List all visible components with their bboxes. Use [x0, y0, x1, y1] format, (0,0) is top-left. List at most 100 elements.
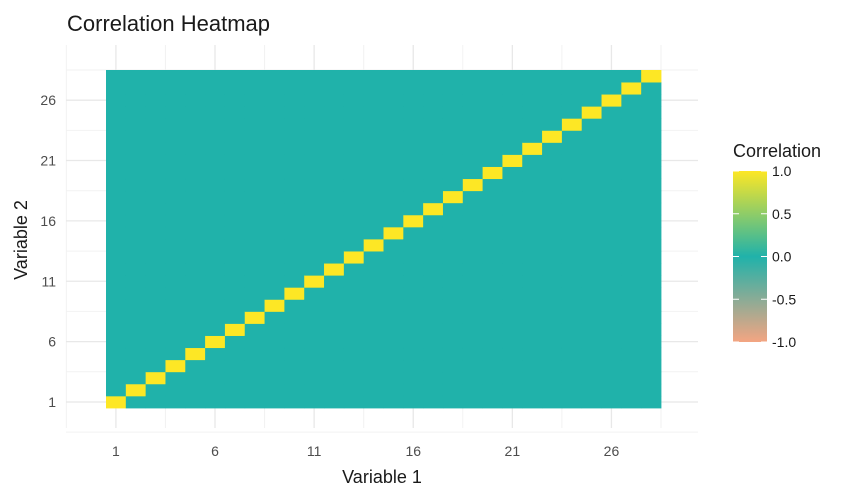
x-tick-label: 16 — [405, 443, 421, 459]
heatmap-cell — [324, 226, 345, 240]
heatmap-cell — [403, 239, 424, 252]
heatmap-cell — [185, 106, 206, 119]
heatmap-cell — [601, 263, 622, 276]
heatmap-cell — [561, 251, 583, 264]
heatmap-cell — [641, 275, 662, 288]
heatmap-cell — [324, 70, 345, 83]
x-axis-ticks: 1 6 11 16 21 26 — [112, 443, 619, 459]
heatmap-cell — [403, 166, 424, 180]
heatmap-cell — [363, 395, 384, 409]
heatmap-cell — [561, 371, 583, 385]
heatmap-cell — [522, 239, 543, 252]
heatmap-cell — [304, 263, 325, 276]
heatmap-cell — [561, 166, 583, 180]
heatmap-cell — [502, 347, 523, 361]
heatmap-cell — [601, 311, 622, 324]
heatmap-cell — [125, 166, 147, 180]
heatmap-cell — [145, 347, 166, 361]
heatmap-cell — [125, 154, 147, 167]
heatmap-cell — [522, 202, 543, 216]
heatmap-cell — [205, 239, 226, 252]
heatmap-cell — [185, 130, 206, 143]
heatmap-cell — [284, 383, 305, 397]
heatmap-cell — [442, 251, 464, 264]
heatmap-cell — [542, 190, 563, 204]
heatmap-cell-diagonal — [244, 311, 265, 324]
heatmap-cell — [224, 371, 246, 385]
heatmap-cell — [423, 82, 444, 95]
heatmap-cell — [502, 263, 523, 276]
x-tick-label: 21 — [505, 443, 521, 459]
heatmap-cell — [244, 118, 265, 131]
heatmap-cell — [106, 130, 127, 143]
heatmap-cell — [581, 130, 602, 143]
heatmap-cell — [284, 371, 305, 385]
heatmap-cell — [522, 371, 543, 385]
heatmap-cell-diagonal — [185, 347, 206, 361]
heatmap-cell — [581, 94, 602, 107]
heatmap-cell — [482, 311, 503, 324]
heatmap-cell — [542, 142, 563, 155]
heatmap-cell — [363, 347, 384, 361]
heatmap-cell — [284, 178, 305, 192]
heatmap-cell — [502, 166, 523, 180]
heatmap-cell — [185, 166, 206, 180]
heatmap-cell — [442, 347, 464, 361]
heatmap-cell — [462, 299, 484, 312]
heatmap-cell — [581, 371, 602, 385]
heatmap-cell — [224, 214, 246, 228]
heatmap-cell — [383, 335, 404, 349]
heatmap-cell — [244, 383, 265, 397]
heatmap-cell — [462, 94, 484, 107]
legend-labels: 1.0 0.5 0.0 -0.5 -1.0 — [733, 163, 796, 350]
heatmap-cell — [561, 190, 583, 204]
heatmap-cell — [224, 82, 246, 95]
heatmap-cell — [403, 359, 424, 373]
heatmap-cell-diagonal — [561, 118, 583, 131]
heatmap-cell — [621, 299, 642, 312]
heatmap-cell — [482, 202, 503, 216]
heatmap-cell — [145, 94, 166, 107]
heatmap-cell — [423, 214, 444, 228]
heatmap-cell — [205, 311, 226, 324]
heatmap-cell — [423, 335, 444, 349]
heatmap-cell — [106, 371, 127, 385]
heatmap-cell — [165, 287, 186, 300]
heatmap-cell — [581, 70, 602, 83]
heatmap-cell — [185, 359, 206, 373]
heatmap-cell-diagonal — [205, 335, 226, 349]
heatmap-cell — [284, 106, 305, 119]
heatmap-cell — [601, 118, 622, 131]
heatmap-cell — [125, 118, 147, 131]
heatmap-cell — [185, 214, 206, 228]
heatmap-cell — [304, 287, 325, 300]
heatmap-cell — [363, 251, 384, 264]
heatmap-cell-diagonal — [145, 371, 166, 385]
heatmap-cell — [224, 130, 246, 143]
heatmap-cell — [205, 359, 226, 373]
heatmap-cell — [423, 190, 444, 204]
heatmap-cell — [165, 70, 186, 83]
heatmap-cell — [383, 166, 404, 180]
heatmap-cell — [561, 214, 583, 228]
heatmap-cell — [343, 70, 365, 83]
heatmap-cell — [224, 395, 246, 409]
heatmap-cell — [561, 287, 583, 300]
heatmap-cell — [621, 202, 642, 216]
heatmap-cell — [561, 383, 583, 397]
heatmap-cell — [482, 226, 503, 240]
heatmap-cell — [561, 299, 583, 312]
heatmap-cell — [304, 251, 325, 264]
heatmap-cell — [145, 202, 166, 216]
heatmap-cell — [343, 287, 365, 300]
heatmap-cell — [423, 166, 444, 180]
heatmap-cell — [185, 395, 206, 409]
heatmap-cell — [304, 347, 325, 361]
heatmap-cell — [383, 202, 404, 216]
heatmap-cell — [224, 94, 246, 107]
heatmap-cell — [621, 178, 642, 192]
heatmap-cell — [106, 214, 127, 228]
heatmap-cell — [165, 190, 186, 204]
heatmap-cell — [462, 263, 484, 276]
heatmap-cell — [442, 323, 464, 336]
